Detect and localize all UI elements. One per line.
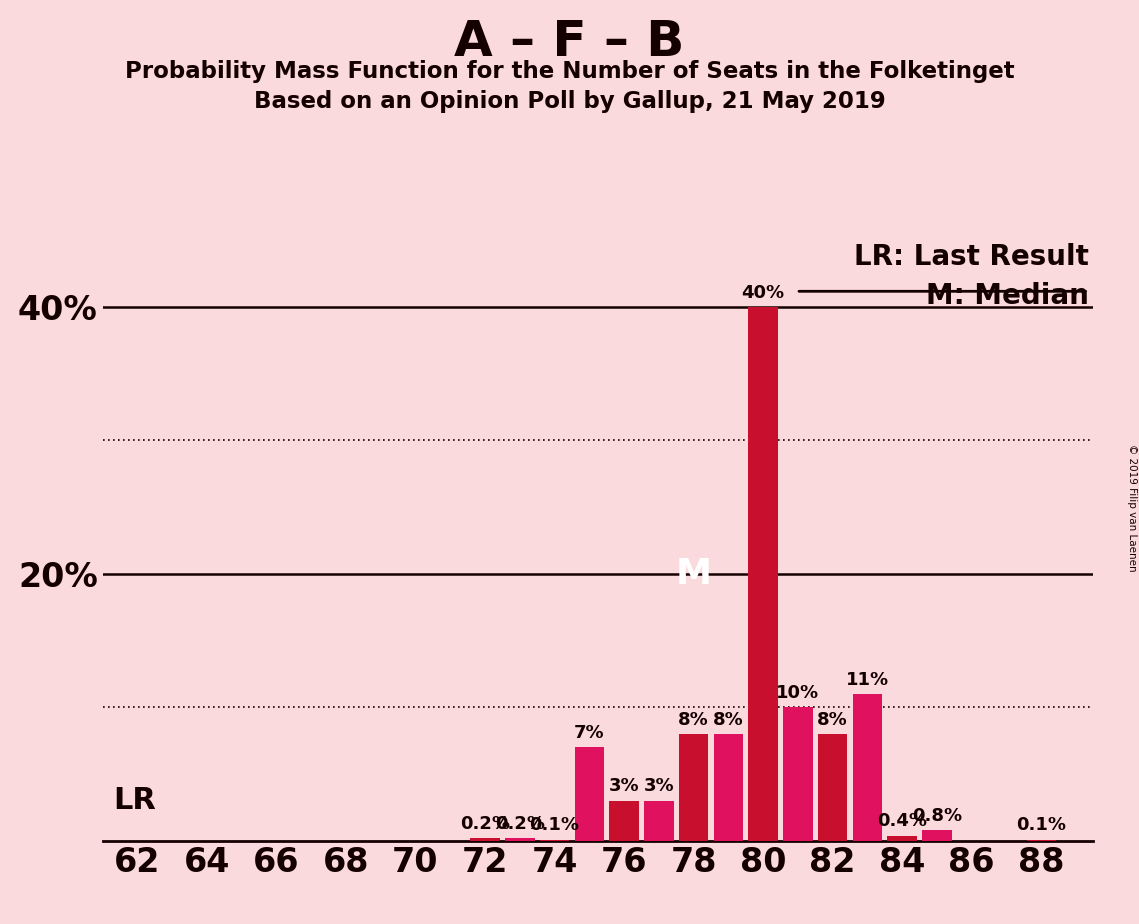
Text: 3%: 3% (644, 777, 674, 796)
Text: LR: Last Result: LR: Last Result (853, 243, 1089, 272)
Text: 8%: 8% (713, 711, 744, 729)
Text: 0.8%: 0.8% (912, 807, 962, 825)
Bar (784, 708, 813, 841)
Bar (470, 838, 500, 841)
Text: A – F – B: A – F – B (454, 18, 685, 67)
Text: Probability Mass Function for the Number of Seats in the Folketinget: Probability Mass Function for the Number… (124, 60, 1015, 83)
Bar (574, 748, 604, 841)
Text: 8%: 8% (678, 711, 708, 729)
Bar (609, 801, 639, 841)
Text: LR: LR (113, 786, 156, 815)
Text: 40%: 40% (741, 284, 785, 301)
Text: © 2019 Filip van Laenen: © 2019 Filip van Laenen (1126, 444, 1137, 572)
Text: 11%: 11% (846, 671, 890, 688)
Bar (853, 694, 883, 841)
Text: 10%: 10% (777, 684, 819, 702)
Text: 0.1%: 0.1% (530, 816, 580, 834)
Text: 8%: 8% (818, 711, 849, 729)
Bar (644, 801, 673, 841)
Bar (748, 307, 778, 841)
Text: 0.2%: 0.2% (460, 815, 510, 833)
Bar (679, 734, 708, 841)
Text: 0.4%: 0.4% (877, 812, 927, 830)
Text: M: Median: M: Median (926, 282, 1089, 310)
Bar (713, 734, 743, 841)
Text: 7%: 7% (574, 724, 605, 742)
Bar (540, 840, 570, 841)
Text: M: M (675, 557, 712, 591)
Bar (818, 734, 847, 841)
Bar (505, 838, 534, 841)
Text: 0.1%: 0.1% (1016, 816, 1066, 834)
Text: 3%: 3% (608, 777, 639, 796)
Bar (923, 830, 952, 841)
Text: 0.2%: 0.2% (494, 815, 544, 833)
Text: Based on an Opinion Poll by Gallup, 21 May 2019: Based on an Opinion Poll by Gallup, 21 M… (254, 90, 885, 113)
Bar (1026, 840, 1056, 841)
Bar (887, 835, 917, 841)
